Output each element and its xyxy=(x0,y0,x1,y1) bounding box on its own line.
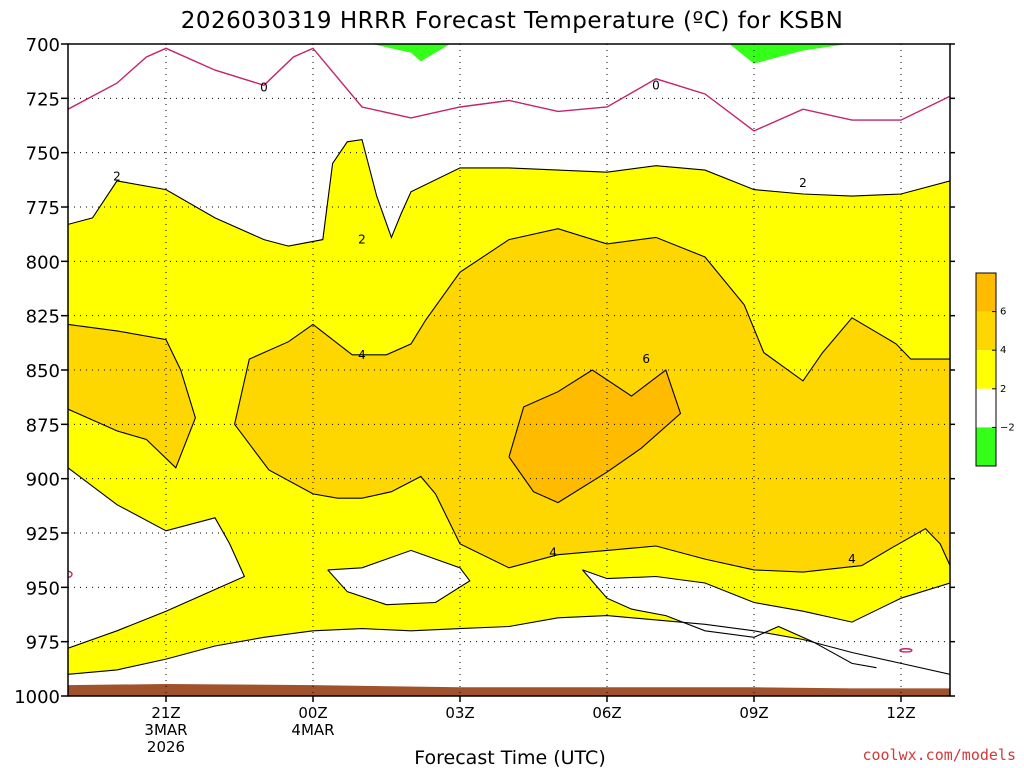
y-tick-label: 725 xyxy=(26,89,60,110)
y-tick-label: 1000 xyxy=(14,687,60,708)
y-axis: 700 725 750 775 800 825 850 875 900 925 950 975 1000 xyxy=(14,35,955,708)
colorbar-tick-label: −2 xyxy=(1000,422,1015,433)
contour-line xyxy=(582,569,877,669)
contour-label: 4 xyxy=(358,348,366,362)
chart-title: 2026030319 HRRR Forecast Temperature (ºC… xyxy=(181,8,844,34)
colorbar-tick-label: 6 xyxy=(1000,307,1006,318)
y-tick-label: 800 xyxy=(26,252,60,273)
y-tick-label: 925 xyxy=(26,524,60,545)
contour-label: 6 xyxy=(642,352,650,366)
white-region xyxy=(68,467,245,649)
fill-region-6-8 xyxy=(509,370,681,503)
y-tick-label: 875 xyxy=(26,415,60,436)
cold-region xyxy=(371,44,451,62)
contour-line xyxy=(327,549,471,606)
x-axis-label: Forecast Time (UTC) xyxy=(414,747,605,768)
contour-line xyxy=(234,228,950,573)
fill-region-4-6 xyxy=(68,324,196,468)
white-region xyxy=(327,550,470,605)
colorbar-swatch xyxy=(976,273,996,312)
plot-area: 0 0 2 2 2 4 6 4 4 xyxy=(68,44,950,696)
y-tick-label: 775 xyxy=(26,198,60,219)
x-tick-label: 3MAR xyxy=(144,721,187,739)
x-tick-label: 06Z xyxy=(592,704,621,722)
credit-text: coolwx.com/models xyxy=(862,746,1016,764)
y-tick-label: 750 xyxy=(26,144,60,165)
surface-terrain xyxy=(68,684,950,696)
colorbar-frame xyxy=(975,272,997,467)
contour-line xyxy=(508,369,682,504)
cold-region xyxy=(729,44,848,64)
x-tick-label: 00Z xyxy=(298,704,327,722)
grid-lines xyxy=(68,44,950,696)
colorbar-tick-label: 4 xyxy=(1000,345,1006,356)
x-tick-label: 4MAR xyxy=(291,721,334,739)
contour-label: 0 xyxy=(652,78,660,92)
contour-label: 4 xyxy=(549,546,557,560)
y-tick-label: 975 xyxy=(26,633,60,654)
contour-line xyxy=(68,323,196,469)
colorbar-swatch xyxy=(976,388,996,428)
x-tick-label: 2026 xyxy=(147,738,185,756)
contour-line xyxy=(68,138,950,247)
x-tick-label: 03Z xyxy=(445,704,474,722)
colorbar-swatch xyxy=(976,427,996,466)
colorbar-swatch xyxy=(976,350,996,389)
x-tick-label: 12Z xyxy=(886,704,915,722)
contour-label: 4 xyxy=(848,552,856,566)
surface-strip xyxy=(68,684,950,696)
y-tick-label: 700 xyxy=(26,35,60,56)
contour-line xyxy=(582,569,950,623)
freezing-loop xyxy=(68,570,73,578)
y-tick-label: 825 xyxy=(26,307,60,328)
contour-label: 2 xyxy=(113,170,121,184)
contour-line xyxy=(68,467,246,649)
freezing-loop xyxy=(899,648,913,653)
contour-label: 2 xyxy=(358,233,366,247)
colorbar-tick-label: 2 xyxy=(1000,384,1006,395)
contour-label: 0 xyxy=(260,80,268,94)
contour-lines xyxy=(68,47,950,675)
temperature-fills xyxy=(68,44,950,675)
white-region xyxy=(582,569,950,675)
x-tick-label: 21Z xyxy=(151,704,180,722)
freezing-line xyxy=(68,47,950,132)
y-tick-label: 950 xyxy=(26,578,60,599)
colorbar: 6 4 2 −2 xyxy=(975,272,1015,467)
colorbar-swatch xyxy=(976,311,996,351)
y-tick-label: 900 xyxy=(26,470,60,491)
contour-line xyxy=(68,615,950,675)
contour-labels: 0 0 2 2 2 4 6 4 4 xyxy=(113,78,856,566)
y-tick-label: 850 xyxy=(26,361,60,382)
x-tick-label: 09Z xyxy=(739,704,768,722)
contour-label: 2 xyxy=(799,176,807,190)
